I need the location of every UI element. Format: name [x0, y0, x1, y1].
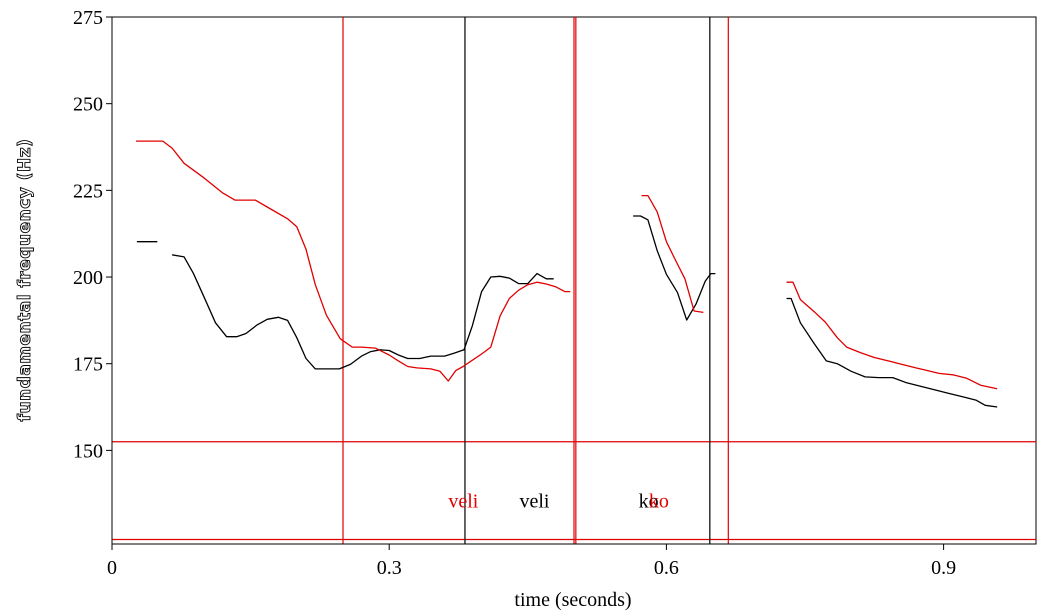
annotation-label-0: veli — [448, 491, 478, 513]
y-axis-title: fundamental frequency (Hz) — [15, 139, 35, 422]
annotation-label-3: ko — [649, 491, 669, 513]
y-axis: 275 250 225 200 175 150 — [73, 7, 113, 544]
series-0-segment-2 — [633, 215, 716, 321]
series-0-segment-1 — [171, 254, 554, 370]
annotation-label-2: ko — [639, 491, 659, 513]
series-1-segment-2 — [786, 281, 998, 390]
y-tick-label-5: 150 — [73, 440, 103, 462]
y-tick-label-1: 250 — [73, 94, 103, 116]
x-axis-title: time (seconds) — [514, 589, 631, 611]
y-tick-label-0: 275 — [73, 7, 103, 29]
annotation-label-1: veli — [519, 491, 549, 513]
y-tick-label-4: 175 — [73, 354, 103, 376]
series-1-segment-1 — [641, 194, 704, 314]
vertical-markers — [342, 17, 729, 544]
x-axis: 0 0.3 0.6 0.9 — [107, 543, 1036, 579]
series-lines — [136, 140, 998, 408]
x-tick-label-1: 0.3 — [377, 557, 402, 579]
series-0-segment-3 — [786, 297, 998, 408]
series-1-segment-0 — [136, 140, 571, 382]
y-tick-label-2: 225 — [73, 180, 103, 202]
x-tick-label-3: 0.9 — [931, 557, 956, 579]
x-tick-label-2: 0.6 — [654, 557, 679, 579]
y-tick-label-3: 200 — [73, 267, 103, 289]
x-tick-label-0: 0 — [107, 557, 117, 579]
